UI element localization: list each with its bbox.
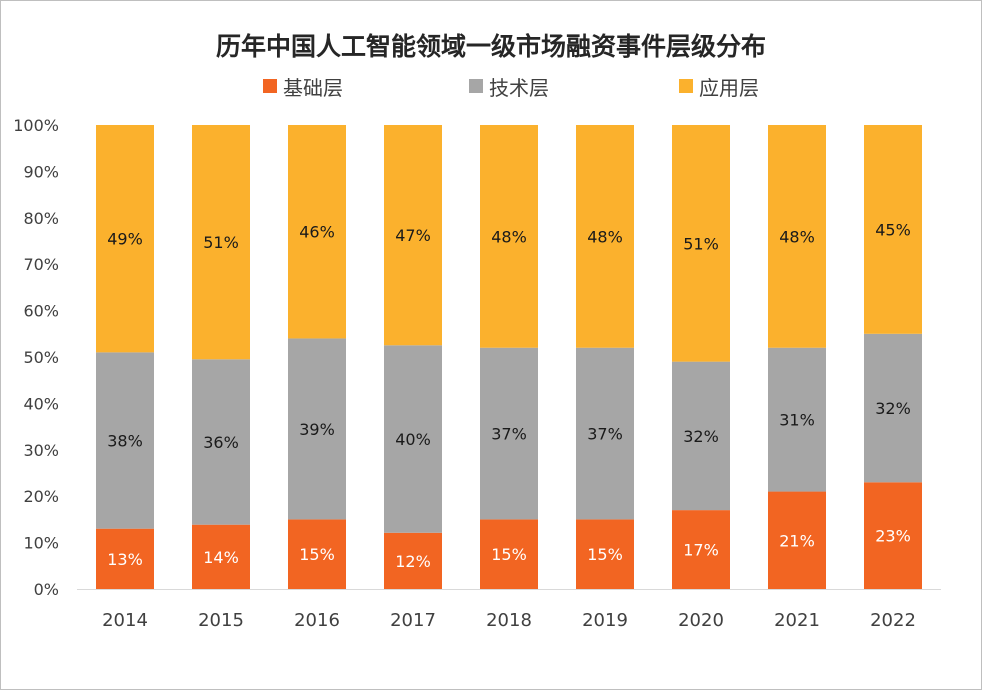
chart-title: 历年中国人工智能领域一级市场融资事件层级分布	[215, 32, 766, 61]
data-label: 15%	[491, 545, 527, 564]
x-tick-label: 2015	[198, 610, 244, 631]
x-tick-label: 2022	[870, 610, 916, 631]
data-label: 46%	[299, 223, 335, 242]
bar-segment	[768, 491, 826, 589]
y-tick-label: 40%	[23, 394, 59, 413]
data-label: 17%	[683, 541, 719, 560]
x-tick-label: 2014	[102, 610, 148, 631]
bar-segment	[768, 347, 826, 492]
legend-swatch-technology	[469, 79, 483, 93]
legend-swatch-application	[679, 79, 693, 93]
legend-label-technology: 技术层	[489, 75, 549, 100]
bar-segment	[864, 482, 922, 589]
data-label: 12%	[395, 552, 431, 571]
x-tick-label: 2019	[582, 610, 628, 631]
bar-segment	[768, 125, 826, 348]
bar-segment	[96, 528, 154, 589]
x-tick-label: 2020	[678, 610, 724, 631]
bar-segment	[672, 361, 730, 511]
data-label: 39%	[299, 420, 335, 439]
bar-segment	[384, 532, 442, 589]
bar-segment	[288, 519, 346, 589]
legend-label-foundation: 基础层	[283, 75, 343, 100]
data-label: 13%	[107, 550, 143, 569]
data-label: 47%	[395, 226, 431, 245]
bar-segment	[576, 347, 634, 520]
data-label: 49%	[107, 230, 143, 249]
bar-segment	[480, 347, 538, 520]
bar-segment	[864, 125, 922, 334]
data-label: 15%	[587, 545, 623, 564]
y-tick-label: 100%	[13, 116, 59, 135]
data-label: 51%	[203, 233, 239, 252]
legend-item-application: 应用层	[679, 73, 759, 100]
x-tick-label: 2021	[774, 610, 820, 631]
y-tick-label: 70%	[23, 255, 59, 274]
chart-legend: 基础层 技术层 应用层	[1, 73, 981, 100]
legend-item-technology: 技术层	[469, 73, 549, 100]
bar-segment	[576, 519, 634, 589]
y-tick-label: 10%	[23, 534, 59, 553]
data-label: 37%	[587, 425, 623, 444]
bar-segment	[384, 345, 442, 533]
data-label: 48%	[587, 227, 623, 246]
legend-item-foundation: 基础层	[263, 73, 343, 100]
data-label: 15%	[299, 545, 335, 564]
y-tick-label: 90%	[23, 162, 59, 181]
bar-segment	[96, 125, 154, 353]
bar-segment	[672, 125, 730, 362]
bar-segment	[480, 519, 538, 589]
data-label: 21%	[779, 531, 815, 550]
data-label: 45%	[875, 220, 911, 239]
y-tick-label: 60%	[23, 302, 59, 321]
bar-segment	[576, 125, 634, 348]
bar-segment	[192, 359, 250, 525]
bar-segment	[672, 510, 730, 589]
bar-segment	[288, 338, 346, 520]
bar-segment	[192, 125, 250, 360]
data-label: 40%	[395, 430, 431, 449]
y-tick-label: 0%	[34, 580, 59, 599]
data-label: 36%	[203, 433, 239, 452]
y-tick-label: 20%	[23, 487, 59, 506]
data-label: 38%	[107, 432, 143, 451]
data-label: 48%	[491, 227, 527, 246]
data-label: 32%	[683, 427, 719, 446]
data-label: 31%	[779, 411, 815, 430]
x-tick-label: 2016	[294, 610, 340, 631]
bar-segment	[288, 125, 346, 339]
data-label: 14%	[203, 548, 239, 567]
data-label: 48%	[779, 227, 815, 246]
x-tick-label: 2017	[390, 610, 436, 631]
y-tick-label: 30%	[23, 441, 59, 460]
y-tick-label: 80%	[23, 209, 59, 228]
bar-segment	[96, 352, 154, 529]
legend-label-application: 应用层	[699, 75, 759, 100]
x-tick-label: 2018	[486, 610, 532, 631]
data-label: 51%	[683, 234, 719, 253]
legend-swatch-foundation	[263, 79, 277, 93]
y-tick-label: 50%	[23, 348, 59, 367]
data-label: 32%	[875, 399, 911, 418]
bar-segment	[384, 125, 442, 346]
bar-segment	[480, 125, 538, 348]
bar-segment	[864, 333, 922, 483]
data-label: 23%	[875, 527, 911, 546]
bar-segment	[192, 524, 250, 589]
data-label: 37%	[491, 425, 527, 444]
